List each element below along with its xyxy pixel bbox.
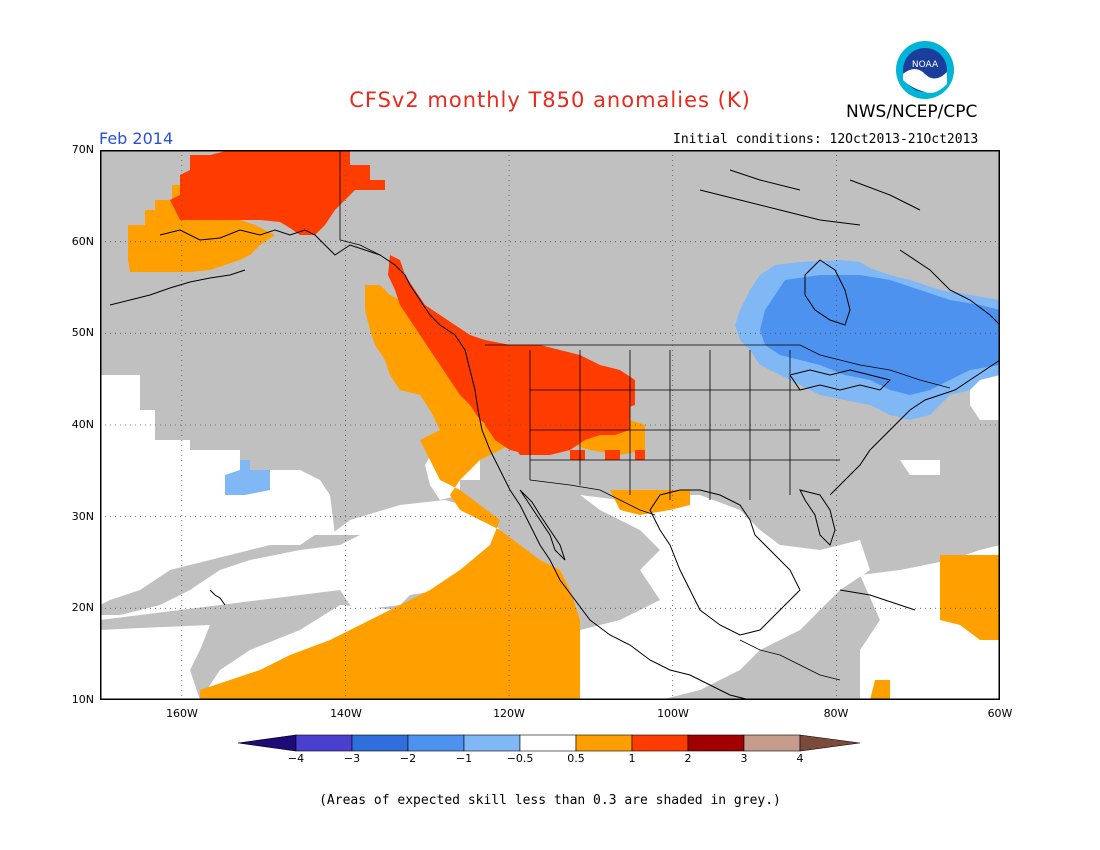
colorbar-label-m3: −3 bbox=[343, 752, 361, 765]
arctic-islands bbox=[699, 169, 921, 226]
alaska-coast bbox=[159, 229, 456, 336]
lat-label-40n: 40N bbox=[71, 418, 94, 431]
colorbar-bin-m2-m1 bbox=[407, 734, 465, 752]
noaa-logo: NOAA bbox=[896, 41, 954, 99]
cool-anomaly-regions bbox=[225, 260, 1000, 495]
labrador-coast bbox=[899, 249, 1000, 326]
colorbar-label-4: 4 bbox=[796, 752, 804, 765]
pacific-neutral-south bbox=[100, 500, 520, 700]
lat-label-70n: 70N bbox=[71, 143, 94, 156]
map-frame bbox=[100, 150, 1000, 700]
colorbar-bin-m3-m2 bbox=[351, 734, 409, 752]
forecast-period: Feb 2014 bbox=[99, 129, 174, 148]
colorbar-label-3: 3 bbox=[740, 752, 748, 765]
lon-label-60w: 60W bbox=[987, 707, 1013, 720]
west-coast bbox=[454, 334, 751, 700]
colorbar-label-m2: −2 bbox=[399, 752, 417, 765]
political-borders bbox=[339, 150, 951, 681]
great-basin-red bbox=[480, 360, 630, 455]
lon-label-160w: 160W bbox=[166, 707, 198, 720]
cuba bbox=[839, 589, 916, 611]
caribbean-orange-spot bbox=[870, 680, 890, 700]
colorbar-bin-3-4 bbox=[743, 734, 801, 752]
colorbar-label-2: 2 bbox=[684, 752, 692, 765]
colorbar-label-1: 1 bbox=[628, 752, 636, 765]
coastlines bbox=[109, 169, 1000, 700]
organization-label: NWS/NCEP/CPC bbox=[846, 102, 978, 122]
us-east-neutral bbox=[970, 375, 1000, 420]
aleutians bbox=[109, 269, 246, 306]
us-mexico-border bbox=[529, 479, 656, 516]
colorbar-label-m05: −0.5 bbox=[506, 752, 534, 765]
us-state-lines bbox=[529, 350, 840, 500]
initial-conditions: Initial conditions: 12Oct2013-21Oct2013 bbox=[673, 132, 979, 147]
colorbar bbox=[238, 734, 861, 752]
colorbar-bin-neutral bbox=[519, 734, 577, 752]
colorbar-bin-1-2 bbox=[631, 734, 689, 752]
atlantic-orange bbox=[940, 555, 1000, 640]
pacific-neutral-west bbox=[100, 375, 335, 605]
graticule bbox=[100, 150, 1000, 700]
skill-footnote: (Areas of expected skill less than 0.3 a… bbox=[319, 793, 781, 808]
baja bbox=[519, 489, 566, 561]
us-canada-border bbox=[485, 344, 951, 389]
east-coast bbox=[829, 359, 1000, 496]
rockies-red-dots bbox=[570, 450, 645, 460]
lon-label-100w: 100W bbox=[657, 707, 689, 720]
florida bbox=[799, 489, 836, 546]
hudson-bay bbox=[804, 259, 851, 326]
colorbar-above-arrow bbox=[799, 734, 861, 752]
colorbar-label-m1: −1 bbox=[455, 752, 473, 765]
hawaii bbox=[209, 589, 226, 606]
anomaly-map bbox=[100, 150, 1000, 700]
gulf-coast bbox=[649, 489, 801, 636]
lat-label-20n: 20N bbox=[71, 601, 94, 614]
great-lakes bbox=[789, 369, 891, 391]
lat-label-60n: 60N bbox=[71, 235, 94, 248]
chart-title: CFSv2 monthly T850 anomalies (K) bbox=[349, 88, 751, 112]
pacific-light-blue-spot bbox=[225, 460, 270, 495]
colorbar-bin-05-1 bbox=[575, 734, 633, 752]
warm-anomaly-red bbox=[170, 150, 645, 460]
colorbar-bin-m4-m3 bbox=[295, 734, 353, 752]
lon-label-80w: 80W bbox=[823, 707, 849, 720]
alaska-canada-border bbox=[339, 150, 381, 256]
lat-label-10n: 10N bbox=[71, 693, 94, 706]
florida-neutral bbox=[900, 460, 940, 475]
alaska-red bbox=[170, 150, 385, 235]
colorbar-label-05: 0.5 bbox=[567, 752, 585, 765]
lat-label-30n: 30N bbox=[71, 510, 94, 523]
colorbar-below-arrow bbox=[238, 734, 297, 752]
logo-text: NOAA bbox=[912, 60, 939, 70]
lon-label-120w: 120W bbox=[493, 707, 525, 720]
lon-label-140w: 140W bbox=[330, 707, 362, 720]
colorbar-label-m4: −4 bbox=[287, 752, 305, 765]
colorbar-bin-2-3 bbox=[687, 734, 745, 752]
alaska-orange bbox=[128, 185, 275, 272]
gulf-neutral bbox=[570, 495, 870, 700]
colorbar-bin-m1-m05 bbox=[463, 734, 521, 752]
lat-label-50n: 50N bbox=[71, 326, 94, 339]
eastern-canada-blue bbox=[760, 275, 1000, 395]
central-america-borders bbox=[739, 639, 841, 681]
